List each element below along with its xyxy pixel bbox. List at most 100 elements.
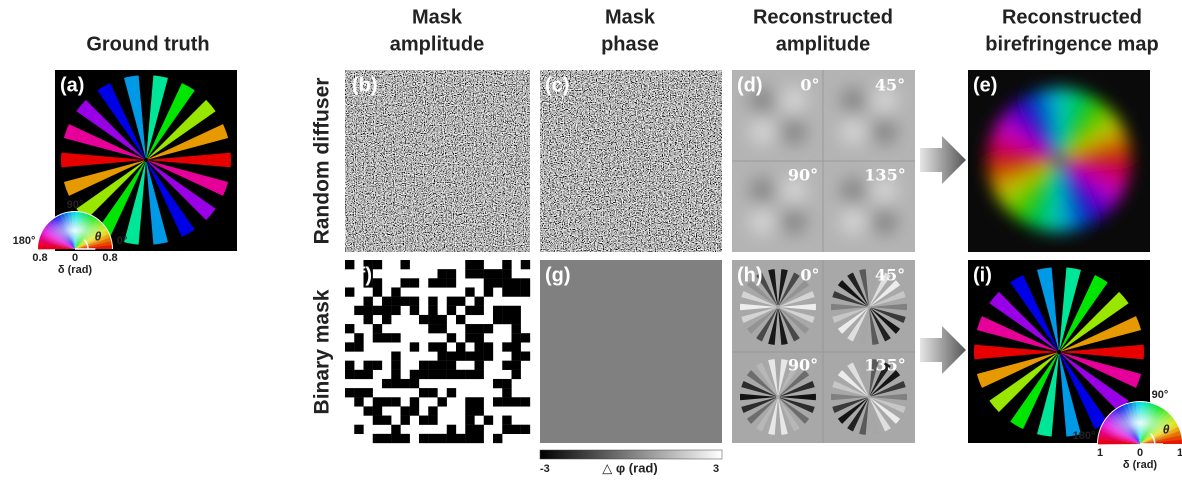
- angle-label: 0°: [800, 76, 819, 95]
- mask-pixel: [465, 434, 474, 443]
- mask-pixel: [382, 416, 391, 425]
- mask-pixel: [502, 416, 511, 425]
- mask-pixel: [419, 416, 428, 425]
- mask-pixel: [391, 297, 400, 306]
- mask-pixel: [502, 269, 511, 278]
- mask-pixel: [373, 306, 382, 315]
- blob: [840, 87, 866, 113]
- mask-pixel: [512, 315, 521, 324]
- column-header: Mask: [412, 6, 463, 28]
- mask-pixel: [456, 297, 465, 306]
- mask-pixel: [391, 306, 400, 315]
- mask-pixel: [391, 352, 400, 361]
- row-label: Random diffuser: [311, 78, 334, 245]
- mask-pixel: [475, 297, 484, 306]
- mask-pixel: [475, 269, 484, 278]
- mask-pixel: [354, 425, 363, 434]
- blob: [749, 177, 775, 203]
- legend-axis: δ (rad): [1123, 459, 1158, 471]
- mask-pixel: [493, 379, 502, 388]
- row-label: Binary mask: [311, 289, 334, 414]
- mask-pixel: [493, 397, 502, 406]
- mask-pixel: [382, 315, 391, 324]
- legend-tick: 1: [1097, 447, 1103, 459]
- figure: Ground truth Mask amplitude Mask phase R…: [0, 0, 1182, 485]
- blob: [840, 119, 866, 145]
- blob: [872, 209, 898, 235]
- mask-pixel: [419, 370, 428, 379]
- mask-pixel: [382, 379, 391, 388]
- mask-pixel: [354, 306, 363, 315]
- mask-pixel: [493, 278, 502, 287]
- mask-pixel: [475, 260, 484, 269]
- mask-pixel: [521, 278, 530, 287]
- mask-pixel: [438, 361, 447, 370]
- mask-pixel: [512, 370, 521, 379]
- mask-pixel: [391, 287, 400, 296]
- mask-pixel: [502, 379, 511, 388]
- mask-pixel: [410, 397, 419, 406]
- mask-pixel: [373, 416, 382, 425]
- legend-label: 90°: [67, 199, 84, 211]
- mask-pixel: [502, 342, 511, 351]
- mask-pixel: [521, 425, 530, 434]
- mask-pixel: [364, 361, 373, 370]
- mask-pixel: [373, 406, 382, 415]
- mask-pixel: [401, 406, 410, 415]
- arrow: [920, 136, 966, 184]
- mask-pixel: [438, 278, 447, 287]
- mask-pixel: [382, 434, 391, 443]
- colorbar-min: -3: [540, 463, 550, 475]
- mask-pixel: [447, 352, 456, 361]
- mask-pixel: [447, 333, 456, 342]
- mask-pixel: [345, 324, 354, 333]
- panel-label: (g): [545, 264, 571, 286]
- mask-pixel: [512, 361, 521, 370]
- mask-pixel: [345, 388, 354, 397]
- mask-pixel: [456, 370, 465, 379]
- mask-pixel: [364, 315, 373, 324]
- mask-pixel: [391, 379, 400, 388]
- legend-axis: δ (rad): [58, 264, 93, 276]
- mask-pixel: [512, 352, 521, 361]
- mask-pixel: [364, 388, 373, 397]
- mask-pixel: [391, 370, 400, 379]
- mask-pixel: [428, 370, 437, 379]
- mask-pixel: [502, 306, 511, 315]
- mask-pixel: [493, 315, 502, 324]
- mask-pixel: [447, 370, 456, 379]
- mask-pixel: [401, 278, 410, 287]
- mask-pixel: [401, 260, 410, 269]
- mask-pixel: [502, 425, 511, 434]
- mask-pixel: [447, 297, 456, 306]
- mask-pixel: [465, 260, 474, 269]
- mask-pixel: [475, 361, 484, 370]
- panel-g: [540, 260, 722, 443]
- mask-pixel: [410, 306, 419, 315]
- arrow: [920, 326, 966, 374]
- mask-pixel: [345, 342, 354, 351]
- mask-pixel: [465, 416, 474, 425]
- blob: [872, 119, 898, 145]
- panel-label: (f): [352, 264, 372, 286]
- mask-pixel: [438, 397, 447, 406]
- mask-pixel: [502, 388, 511, 397]
- mask-pixel: [354, 370, 363, 379]
- mask-pixel: [345, 287, 354, 296]
- mask-pixel: [475, 397, 484, 406]
- mask-pixel: [428, 297, 437, 306]
- angle-label: 135°: [864, 356, 905, 375]
- legend-tick: 0: [1137, 447, 1143, 459]
- legend-tick: 0.8: [102, 252, 117, 264]
- legend-label: θ: [1163, 423, 1170, 437]
- mask-pixel: [465, 370, 474, 379]
- column-header: Ground truth: [86, 33, 209, 55]
- mask-pixel: [475, 370, 484, 379]
- mask-pixel: [465, 352, 474, 361]
- mask-pixel: [345, 361, 354, 370]
- legend-tick: 1: [1177, 447, 1182, 459]
- mask-pixel: [419, 361, 428, 370]
- mask-pixel: [465, 269, 474, 278]
- mask-pixel: [447, 434, 456, 443]
- mask-pixel: [428, 361, 437, 370]
